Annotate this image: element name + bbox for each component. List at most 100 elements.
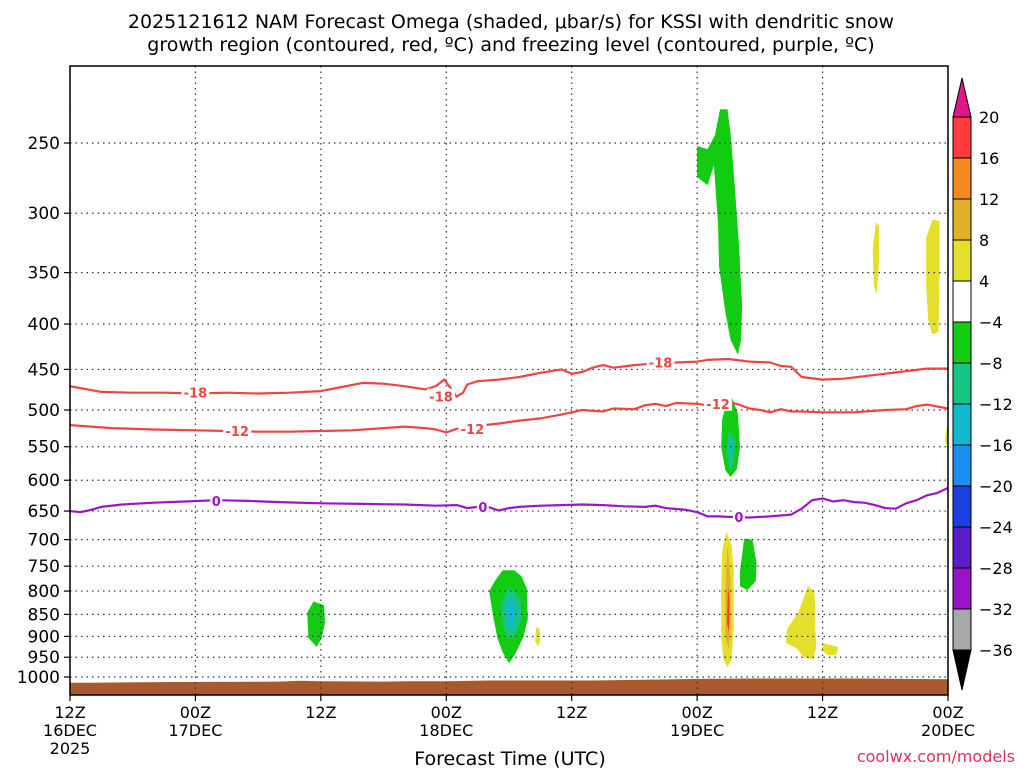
colorbar: 20 16 12 8 4 −4 −8 −12 −16 −20 −24 −28 −32 −36 bbox=[952, 77, 1013, 691]
contour-line--18 bbox=[70, 357, 948, 398]
omega-cell-0 bbox=[697, 109, 743, 355]
colorbar-bin-2 bbox=[952, 157, 972, 200]
y-tick-label-1000: 1000 bbox=[17, 668, 60, 688]
omega-cell-14 bbox=[821, 643, 839, 656]
temperature-contours bbox=[70, 357, 948, 519]
omega-cell-17 bbox=[944, 425, 948, 453]
contour-label-bg-5 bbox=[704, 395, 733, 411]
colorbar-bin-6 bbox=[952, 321, 972, 364]
y-tick-label-350: 350 bbox=[28, 264, 60, 284]
contour-label-8: 0 bbox=[734, 511, 743, 526]
colorbar-label-3: 8 bbox=[979, 231, 989, 250]
colorbar-label-1: 16 bbox=[979, 149, 999, 168]
y-tick-label-600: 600 bbox=[28, 471, 60, 491]
colorbar-label-0: 20 bbox=[979, 108, 999, 127]
plot-frame bbox=[69, 65, 949, 696]
terrain-fill bbox=[70, 678, 948, 695]
y-tick-label-250: 250 bbox=[28, 134, 60, 154]
x-axis-label: Forecast Time (UTC) bbox=[414, 748, 605, 768]
colorbar-bin-10 bbox=[952, 485, 972, 528]
omega-cell-3 bbox=[729, 438, 733, 454]
contour-label-3: -12 bbox=[225, 425, 249, 440]
colorbar-label-10: −24 bbox=[979, 518, 1013, 537]
omega-cell-5 bbox=[307, 601, 325, 647]
contour-label-bg-1 bbox=[427, 388, 456, 404]
contour-label-bg-0 bbox=[181, 384, 210, 400]
x-tick-label-5-0: 00Z bbox=[681, 703, 712, 722]
y-tick-label-750: 750 bbox=[28, 557, 60, 577]
y-tick-label-450: 450 bbox=[28, 360, 60, 380]
y-tick-label-700: 700 bbox=[28, 531, 60, 551]
y-tick-label-500: 500 bbox=[28, 401, 60, 421]
omega-cell-12 bbox=[726, 586, 730, 633]
x-tick-label-0-1: 16DEC bbox=[43, 721, 97, 740]
colorbar-bin-8 bbox=[952, 403, 972, 446]
colorbar-bin-3 bbox=[952, 198, 972, 241]
contour-label-bg-3 bbox=[223, 422, 252, 438]
terrain-shape bbox=[70, 678, 948, 695]
y-axis-ticks: 2503003504004505005506006507007508008509… bbox=[17, 134, 70, 688]
y-tick-label-400: 400 bbox=[28, 315, 60, 335]
colorbar-bin-9 bbox=[952, 444, 972, 487]
colorbar-label-2: 12 bbox=[979, 190, 999, 209]
y-tick-label-850: 850 bbox=[28, 605, 60, 625]
contour-line--12 bbox=[70, 401, 948, 434]
colorbar-bin-1 bbox=[952, 116, 972, 159]
colorbar-label-9: −20 bbox=[979, 477, 1013, 496]
omega-cell-9 bbox=[535, 627, 541, 647]
omega-cell-4 bbox=[740, 538, 757, 591]
x-tick-label-1-1: 17DEC bbox=[168, 721, 222, 740]
colorbar-label-6: −8 bbox=[979, 354, 1003, 373]
x-tick-label-7-1: 20DEC bbox=[921, 721, 975, 740]
contour-label-7: 0 bbox=[478, 501, 487, 516]
y-tick-label-900: 900 bbox=[28, 627, 60, 647]
colorbar-top-triangle bbox=[952, 77, 972, 118]
contour-label-bg-4 bbox=[458, 420, 487, 436]
x-tick-label-5-1: 19DEC bbox=[670, 721, 724, 740]
contour-label-bg-2 bbox=[646, 354, 675, 370]
omega-cell-13 bbox=[786, 586, 817, 660]
contour-labels: -18 -18 -18 -12 -12 -12 0 0 0 bbox=[181, 354, 745, 526]
omega-cell-16 bbox=[926, 219, 940, 335]
y-tick-label-950: 950 bbox=[28, 648, 60, 668]
colorbar-label-8: −16 bbox=[979, 436, 1013, 455]
omega-shading bbox=[307, 109, 948, 668]
colorbar-bin-5 bbox=[952, 280, 972, 323]
x-tick-label-7-0: 00Z bbox=[932, 703, 963, 722]
contour-label-4: -12 bbox=[461, 423, 485, 438]
colorbar-bin-12 bbox=[952, 567, 972, 610]
contour-line-0 bbox=[70, 486, 948, 519]
watermark: coolwx.com/models bbox=[857, 747, 1015, 766]
x-tick-label-0-0: 12Z bbox=[54, 703, 85, 722]
contour-label-6: 0 bbox=[212, 495, 221, 510]
x-tick-label-3-0: 00Z bbox=[431, 703, 462, 722]
colorbar-label-4: 4 bbox=[979, 272, 989, 291]
y-tick-label-550: 550 bbox=[28, 438, 60, 458]
contour-label-bg-6 bbox=[210, 492, 223, 508]
colorbar-bin-7 bbox=[952, 362, 972, 405]
omega-cell-15 bbox=[872, 222, 879, 294]
colorbar-bin-11 bbox=[952, 526, 972, 569]
colorbar-label-12: −32 bbox=[979, 600, 1013, 619]
colorbar-label-7: −12 bbox=[979, 395, 1013, 414]
plot-area: -18 -18 -18 -12 -12 -12 0 0 0 bbox=[69, 65, 949, 696]
contour-label-2: -18 bbox=[649, 357, 673, 372]
y-tick-label-300: 300 bbox=[28, 204, 60, 224]
x-tick-label-6-0: 12Z bbox=[807, 703, 838, 722]
x-tick-label-0-2: 2025 bbox=[50, 739, 91, 758]
omega-cell-8 bbox=[505, 595, 517, 628]
contour-label-bg-8 bbox=[732, 508, 745, 524]
colorbar-bin-13 bbox=[952, 608, 972, 651]
colorbar-bottom-triangle bbox=[952, 649, 972, 691]
x-tick-label-3-1: 18DEC bbox=[419, 721, 473, 740]
contour-label-0: -18 bbox=[184, 387, 208, 402]
chart-title-line-2: growth region (contoured, red, ºC) and f… bbox=[147, 34, 874, 56]
chart-title-line-1: 2025121612 NAM Forecast Omega (shaded, μ… bbox=[128, 11, 894, 33]
colorbar-label-11: −28 bbox=[979, 559, 1013, 578]
contour-label-1: -18 bbox=[429, 391, 453, 406]
y-tick-label-800: 800 bbox=[28, 582, 60, 602]
x-tick-label-2-0: 12Z bbox=[305, 703, 336, 722]
contour-label-5: -12 bbox=[706, 398, 730, 413]
